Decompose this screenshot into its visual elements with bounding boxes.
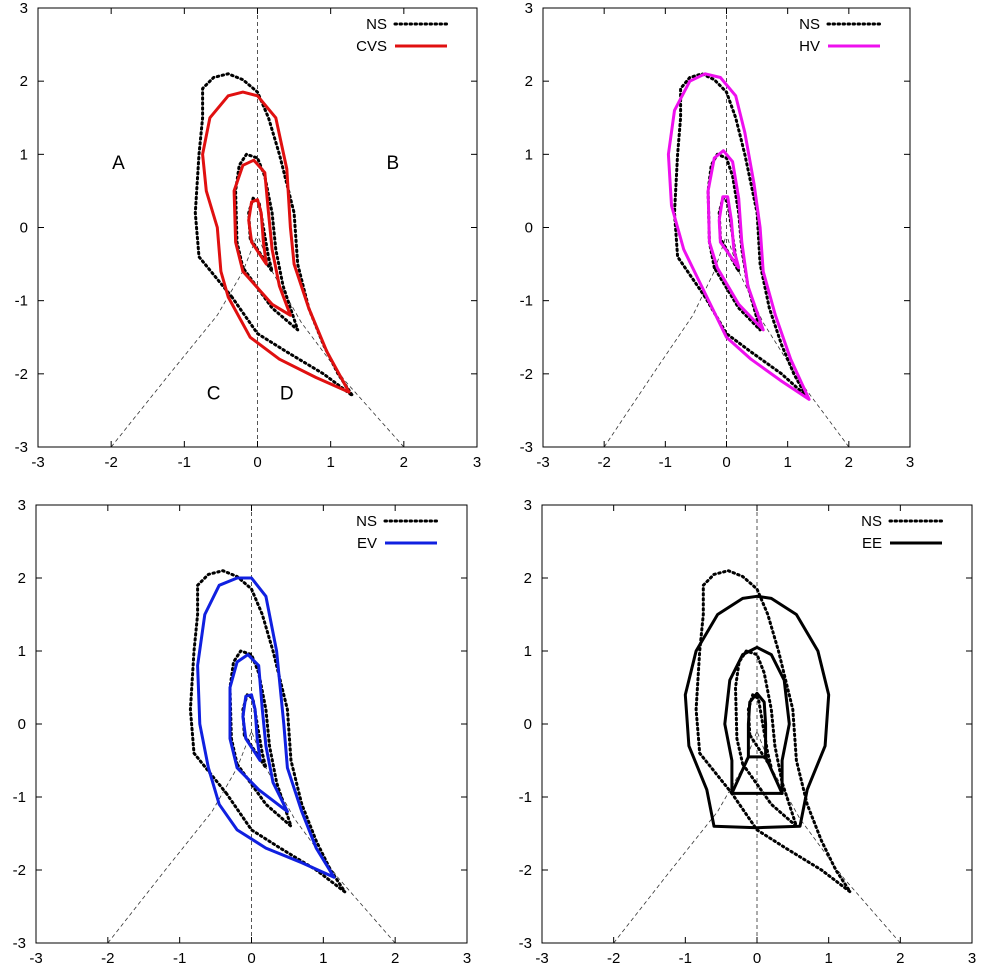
y-tick-label: -1 (520, 293, 533, 310)
legend-label: EE (862, 535, 882, 552)
x-tick-label: -1 (679, 950, 692, 967)
y-tick-label: -2 (519, 862, 532, 879)
series-ee-contour (746, 691, 768, 759)
x-tick-label: -1 (173, 950, 186, 967)
x-tick-label: -2 (101, 950, 114, 967)
series-ee-contour (730, 755, 750, 795)
y-tick-label: 1 (524, 643, 532, 660)
x-tick-label: 1 (319, 950, 327, 967)
x-tick-label: 1 (783, 454, 791, 471)
region-label: B (387, 153, 400, 174)
panel-2: -3 -2 -1 0 1 2 3 -3 -2 -1 0 1 2 3 NS HV (520, 0, 915, 471)
y-tick-label: 2 (525, 73, 533, 90)
x-tick-label: 3 (906, 454, 914, 471)
series-ns-contour (673, 72, 808, 398)
legend-label: NS (799, 16, 820, 33)
legend-label: HV (799, 38, 820, 55)
y-tick-label: -1 (519, 789, 532, 806)
y-tick-label: -3 (519, 935, 532, 952)
right-guide-curve (726, 234, 850, 448)
x-tick-label: -2 (607, 950, 620, 967)
series-ee-contour (764, 755, 784, 795)
y-tick-label: 3 (18, 497, 26, 514)
x-tick-label: -3 (29, 950, 42, 967)
x-tick-label: -1 (659, 454, 672, 471)
x-tick-label: 3 (463, 950, 471, 967)
y-tick-label: 0 (20, 220, 28, 237)
region-label: D (280, 383, 294, 404)
right-guide-curve (257, 234, 405, 448)
x-tick-label: -2 (597, 454, 610, 471)
legend-label: CVS (356, 38, 387, 55)
x-tick-label: -2 (104, 454, 117, 471)
panel-1: -3 -2 -1 0 1 2 3 -3 -2 -1 0 1 2 3 NS CVS A B C D (15, 0, 482, 471)
region-label: C (207, 383, 221, 404)
series-ns-contour (193, 72, 355, 398)
series-ev-contour (196, 576, 336, 879)
series-hv-contour (666, 72, 811, 401)
series-ns-contour (694, 569, 852, 894)
y-tick-label: -2 (15, 366, 28, 383)
region-label: A (112, 153, 125, 174)
y-tick-label: 2 (524, 570, 532, 587)
left-guide-curve (107, 731, 252, 944)
left-guide-curve (603, 234, 727, 448)
right-guide-curve (756, 731, 901, 944)
y-tick-label: 3 (524, 497, 532, 514)
y-tick-label: -1 (15, 293, 28, 310)
x-tick-label: 0 (753, 950, 761, 967)
x-tick-label: 3 (968, 950, 976, 967)
y-tick-label: 0 (525, 220, 533, 237)
x-tick-label: 1 (824, 950, 832, 967)
y-tick-label: 0 (18, 716, 26, 733)
y-tick-label: -1 (13, 789, 26, 806)
right-guide-curve (251, 731, 396, 944)
x-tick-label: 2 (896, 950, 904, 967)
y-tick-label: 0 (524, 716, 532, 733)
x-tick-label: -1 (178, 454, 191, 471)
panel-3: -3 -2 -1 0 1 2 3 -3 -2 -1 0 1 2 3 NS EV (13, 497, 472, 967)
x-tick-label: 0 (253, 454, 261, 471)
series-hv-contour (717, 195, 741, 270)
y-tick-label: 3 (20, 0, 28, 17)
x-tick-label: 0 (722, 454, 730, 471)
y-tick-label: 3 (525, 0, 533, 17)
y-tick-label: 2 (18, 570, 26, 587)
y-tick-label: -2 (13, 862, 26, 879)
series-cvs-contour (201, 90, 351, 394)
x-tick-label: 0 (247, 950, 255, 967)
series-ee-contour (723, 645, 791, 795)
series-ee-contour (683, 594, 831, 830)
legend-label: NS (861, 513, 882, 530)
x-tick-label: -3 (535, 950, 548, 967)
legend-label: NS (356, 513, 377, 530)
series-cvs-contour (247, 198, 268, 266)
series-ns-contour (188, 569, 347, 894)
series-ev-contour (228, 653, 289, 814)
y-tick-label: 2 (20, 73, 28, 90)
y-tick-label: 1 (18, 643, 26, 660)
series-cvs-contour (232, 158, 292, 317)
y-tick-label: 1 (525, 146, 533, 163)
left-guide-curve (613, 731, 758, 944)
panel-4: -3 -2 -1 0 1 2 3 -3 -2 -1 0 1 2 3 NS EE (519, 497, 977, 967)
x-tick-label: -3 (536, 454, 549, 471)
y-tick-label: 1 (20, 146, 28, 163)
x-tick-label: 2 (400, 454, 408, 471)
x-tick-label: 2 (845, 454, 853, 471)
y-tick-label: -3 (520, 439, 533, 456)
x-tick-label: 3 (473, 454, 481, 471)
y-tick-label: -3 (15, 439, 28, 456)
series-ev-contour (241, 693, 262, 762)
x-tick-label: 1 (326, 454, 334, 471)
legend-label: EV (357, 535, 377, 552)
series-hv-contour (706, 149, 765, 332)
x-tick-label: 2 (391, 950, 399, 967)
x-tick-label: -3 (31, 454, 44, 471)
left-guide-curve (110, 234, 258, 448)
y-tick-label: -2 (520, 366, 533, 383)
legend-label: NS (366, 16, 387, 33)
y-tick-label: -3 (13, 935, 26, 952)
